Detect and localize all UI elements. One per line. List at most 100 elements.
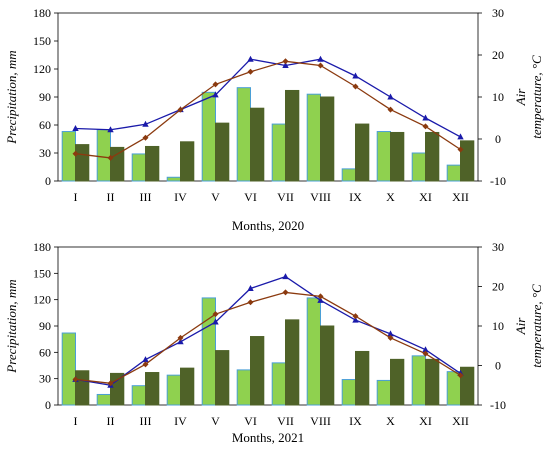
diamond-marker [142, 134, 149, 141]
bar-series-1 [411, 355, 427, 406]
bar-series-1 [341, 379, 357, 406]
x-tick-label: VII [277, 414, 294, 428]
bar-series-2 [250, 336, 265, 406]
triangle-marker [422, 346, 429, 353]
x-tick-label: V [211, 190, 220, 204]
left-tick-label: 0 [45, 174, 51, 188]
diamond-marker [212, 311, 219, 318]
bar-series-1 [306, 93, 322, 182]
bar-series-2 [355, 350, 370, 406]
diamond-marker [422, 350, 429, 357]
bar-series-2 [425, 131, 440, 182]
bar-series-1 [61, 332, 77, 406]
diamond-marker [317, 293, 324, 300]
triangle-marker [142, 120, 149, 127]
bar-series-2 [250, 107, 265, 182]
bar-series-1 [271, 362, 287, 406]
triangle-marker [387, 93, 394, 100]
diamond-marker [177, 106, 184, 113]
temperature-line-2 [75, 291, 461, 384]
right-tick-label: 0 [495, 132, 501, 146]
x-tick-label: VI [244, 414, 257, 428]
temperature-line-1 [75, 275, 461, 386]
bar-series-2 [215, 350, 230, 406]
left-tick-label: 60 [39, 118, 51, 132]
triangle-marker [282, 273, 289, 280]
left-tick-label: 30 [39, 146, 51, 160]
bar-series-1 [96, 393, 111, 406]
diamond-marker [387, 106, 394, 113]
left-tick-label: 150 [33, 266, 51, 280]
x-tick-label: II [107, 414, 115, 428]
diamond-marker [142, 361, 149, 368]
diamond-marker [457, 146, 464, 153]
x-tick-label: V [211, 414, 220, 428]
bar-series-1 [61, 131, 77, 182]
triangle-marker [317, 296, 324, 303]
y2-axis-label-line2: temperature, °C [529, 284, 544, 368]
bar-series-2 [180, 367, 195, 406]
triangle-marker [107, 126, 114, 133]
diamond-marker [352, 83, 359, 90]
x-tick-label: VIII [310, 190, 331, 204]
y2-axis-label-line1: Air [513, 317, 528, 336]
temperature-line-1 [75, 58, 461, 138]
triangle-marker [177, 338, 184, 345]
bar-series-2 [390, 131, 405, 182]
x-tick-label: X [386, 190, 395, 204]
left-tick-label: 180 [33, 240, 51, 254]
bar-series-1 [271, 123, 287, 182]
bar-series-2 [460, 366, 475, 406]
x-tick-label: XI [419, 190, 432, 204]
left-tick-label: 90 [39, 319, 51, 333]
diamond-marker [107, 154, 114, 161]
triangle-marker [72, 125, 79, 131]
triangle-marker [282, 62, 289, 68]
bar-series-1 [341, 168, 357, 182]
right-tick-label: 30 [492, 240, 504, 254]
triangle-marker [352, 316, 359, 323]
left-tick-label: 120 [33, 62, 51, 76]
diamond-marker [422, 123, 429, 130]
diamond-marker [212, 81, 219, 88]
bar-series-2 [180, 141, 195, 182]
bar-series-2 [145, 372, 160, 406]
x-tick-label: VI [244, 190, 257, 204]
x-tick-label: I [74, 190, 78, 204]
bar-series-1 [201, 91, 216, 182]
right-tick-label: 20 [492, 48, 504, 62]
right-tick-label: 10 [492, 319, 504, 333]
x-tick-label: IV [174, 190, 187, 204]
triangle-marker [457, 133, 464, 140]
bar-series-1 [131, 153, 146, 182]
bar-series-1 [236, 369, 251, 406]
x-tick-label: XII [452, 190, 469, 204]
left-tick-label: 90 [39, 90, 51, 104]
diamond-marker [107, 380, 114, 387]
bar-series-2 [390, 358, 405, 406]
bar-series-2 [320, 325, 335, 406]
bar-series-2 [355, 123, 370, 182]
y-axis-label: Precipitation, mm [4, 279, 19, 373]
x-tick-label: IV [174, 414, 187, 428]
left-tick-label: 0 [45, 398, 51, 412]
x-tick-label: XII [452, 414, 469, 428]
triangle-marker [422, 114, 429, 121]
triangle-marker [317, 55, 324, 62]
x-tick-label: X [386, 414, 395, 428]
right-tick-label: 30 [492, 6, 504, 20]
x-axis-label: Months, 2020 [232, 218, 304, 233]
triangle-marker [247, 284, 254, 291]
right-tick-label: 0 [495, 359, 501, 373]
diamond-marker [387, 334, 394, 341]
left-tick-label: 120 [33, 293, 51, 307]
triangle-marker [247, 55, 254, 62]
y-axis-label: Precipitation, mm [4, 50, 19, 144]
x-tick-label: IX [349, 190, 362, 204]
bar-series-2 [110, 372, 125, 406]
diamond-marker [177, 334, 184, 341]
y2-axis-label-line1: Air [513, 88, 528, 107]
bar-series-1 [236, 87, 251, 182]
bar-series-2 [145, 145, 160, 182]
